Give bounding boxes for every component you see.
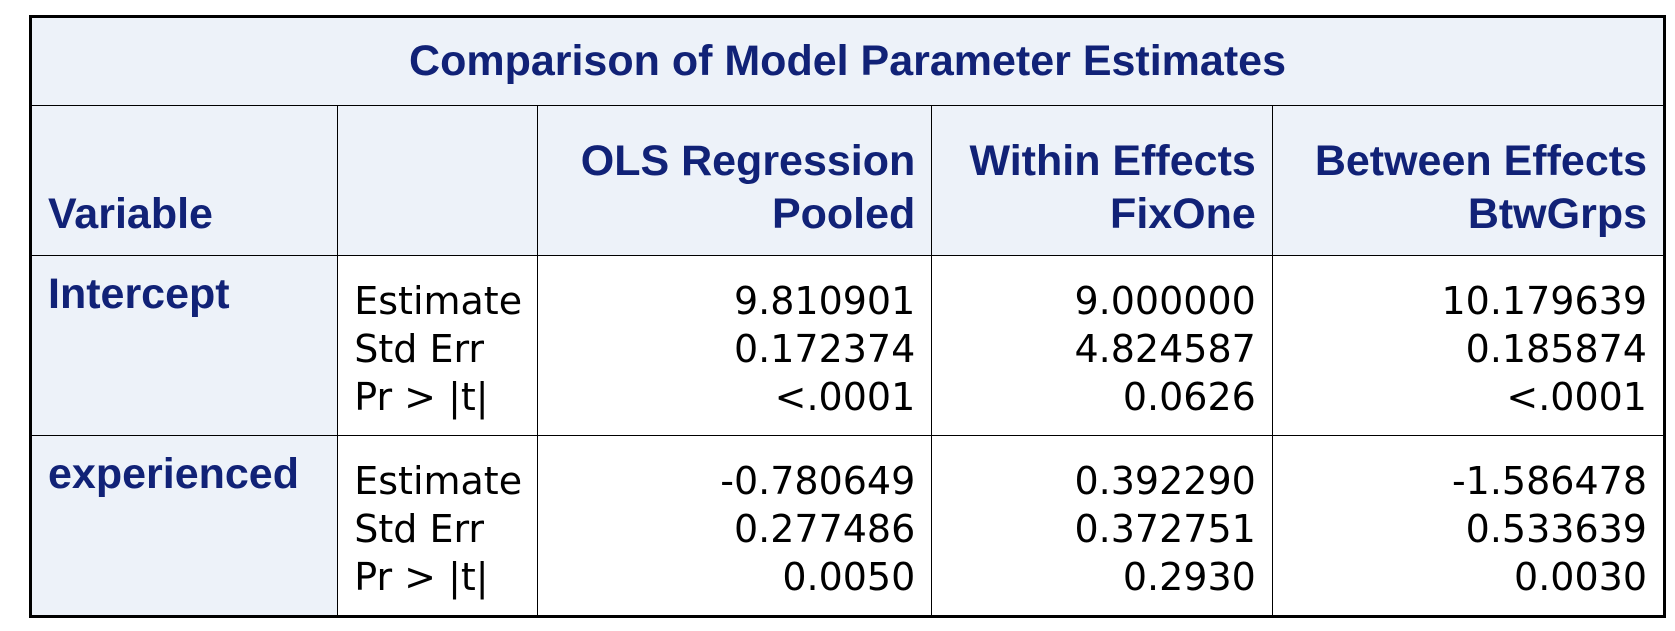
title-row: Comparison of Model Parameter Estimates — [30, 16, 1665, 106]
header-stat — [337, 105, 539, 256]
stat-label: Std Err — [354, 507, 485, 551]
stat-label: Std Err — [354, 327, 485, 371]
header-between-line2: BtwGrps — [1467, 190, 1647, 238]
stat-label: Estimate — [354, 279, 523, 323]
value-stderr: 4.824587 — [1074, 327, 1256, 371]
stat-label: Estimate — [354, 459, 523, 503]
cell-experienced-ols: -0.780649 0.277486 0.0050 — [537, 435, 933, 617]
value-pvalue: 0.0626 — [1122, 375, 1256, 419]
header-ols-line1: OLS Regression — [580, 137, 916, 185]
cell-intercept-within: 9.000000 4.824587 0.0626 — [931, 255, 1273, 436]
value-stderr: 0.277486 — [733, 507, 916, 551]
table-container: Comparison of Model Parameter Estimates … — [29, 15, 1666, 618]
header-ols-line2: Pooled — [771, 190, 916, 238]
table-row-experienced: experienced Estimate Std Err Pr > |t| -0… — [29, 435, 1666, 617]
value-stderr: 0.372751 — [1074, 507, 1256, 551]
header-between-line1: Between Effects — [1314, 137, 1647, 185]
cell-intercept-ols: 9.810901 0.172374 <.0001 — [537, 255, 933, 436]
value-pvalue: <.0001 — [1506, 375, 1647, 419]
value-pvalue: <.0001 — [774, 375, 916, 419]
value-estimate: -1.586478 — [1451, 459, 1647, 503]
row-variable-experienced: experienced — [29, 435, 339, 617]
table-title: Comparison of Model Parameter Estimates — [30, 16, 1665, 106]
value-estimate: 9.810901 — [733, 279, 916, 323]
value-estimate: 9.000000 — [1074, 279, 1256, 323]
value-stderr: 0.185874 — [1465, 327, 1647, 371]
header-within-line2: FixOne — [1110, 190, 1256, 238]
value-estimate: -0.780649 — [720, 459, 916, 503]
header-within-line1: Within Effects — [969, 137, 1256, 185]
value-stderr: 0.533639 — [1465, 507, 1647, 551]
row-variable-intercept: Intercept — [29, 255, 339, 436]
header-row: Variable OLS Regression Pooled Within Ef… — [29, 105, 1666, 256]
parameter-estimates-table: Comparison of Model Parameter Estimates … — [29, 15, 1666, 618]
value-pvalue: 0.0030 — [1514, 555, 1647, 599]
stat-labels-experienced: Estimate Std Err Pr > |t| — [337, 435, 539, 617]
value-pvalue: 0.0050 — [782, 555, 916, 599]
cell-experienced-within: 0.392290 0.372751 0.2930 — [931, 435, 1273, 617]
header-between: Between Effects BtwGrps — [1271, 105, 1666, 256]
value-estimate: 0.392290 — [1074, 459, 1256, 503]
stat-label: Pr > |t| — [354, 555, 489, 599]
header-within: Within Effects FixOne — [931, 105, 1273, 256]
value-stderr: 0.172374 — [733, 327, 916, 371]
stat-label: Pr > |t| — [354, 375, 489, 419]
cell-experienced-between: -1.586478 0.533639 0.0030 — [1271, 435, 1666, 617]
header-variable: Variable — [29, 105, 339, 256]
table-row-intercept: Intercept Estimate Std Err Pr > |t| 9.81… — [29, 255, 1666, 436]
cell-intercept-between: 10.179639 0.185874 <.0001 — [1271, 255, 1666, 436]
value-pvalue: 0.2930 — [1122, 555, 1256, 599]
stat-labels-intercept: Estimate Std Err Pr > |t| — [337, 255, 539, 436]
value-estimate: 10.179639 — [1441, 279, 1648, 323]
header-ols: OLS Regression Pooled — [537, 105, 933, 256]
